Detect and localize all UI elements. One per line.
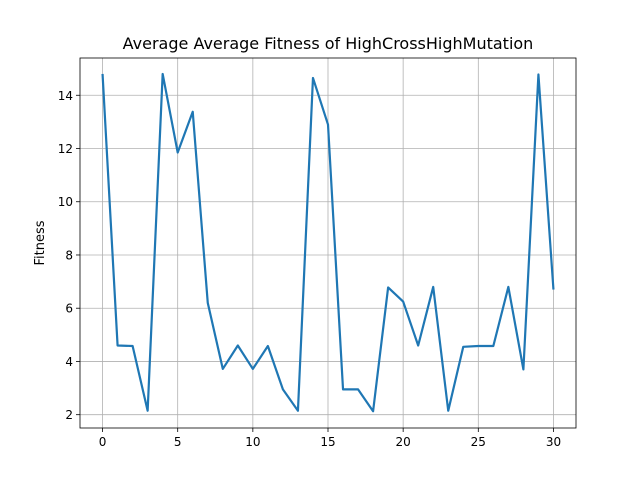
grid	[80, 58, 576, 428]
ticks: 0 5 10 15 20 25 30 2 4 6 8 10 12 14	[58, 89, 561, 449]
y-tick-label: 2	[65, 408, 73, 422]
x-tick-label: 15	[320, 435, 335, 449]
y-tick-label: 12	[58, 142, 73, 156]
x-tick-label: 5	[174, 435, 182, 449]
y-tick-label: 8	[65, 248, 73, 262]
x-tick-label: 10	[245, 435, 260, 449]
y-tick-label: 14	[58, 89, 73, 103]
series-layer	[101, 72, 555, 413]
x-tick-label: 25	[471, 435, 486, 449]
x-tick-label: 30	[546, 435, 561, 449]
y-tick-label: 10	[58, 195, 73, 209]
x-tick-label: 0	[99, 435, 107, 449]
y-axis-label: Fitness	[33, 220, 48, 265]
series-line	[101, 72, 555, 413]
y-tick-label: 4	[65, 355, 73, 369]
chart-title: Average Average Fitness of HighCrossHigh…	[123, 34, 534, 53]
x-tick-label: 20	[396, 435, 411, 449]
y-tick-label: 6	[65, 302, 73, 316]
